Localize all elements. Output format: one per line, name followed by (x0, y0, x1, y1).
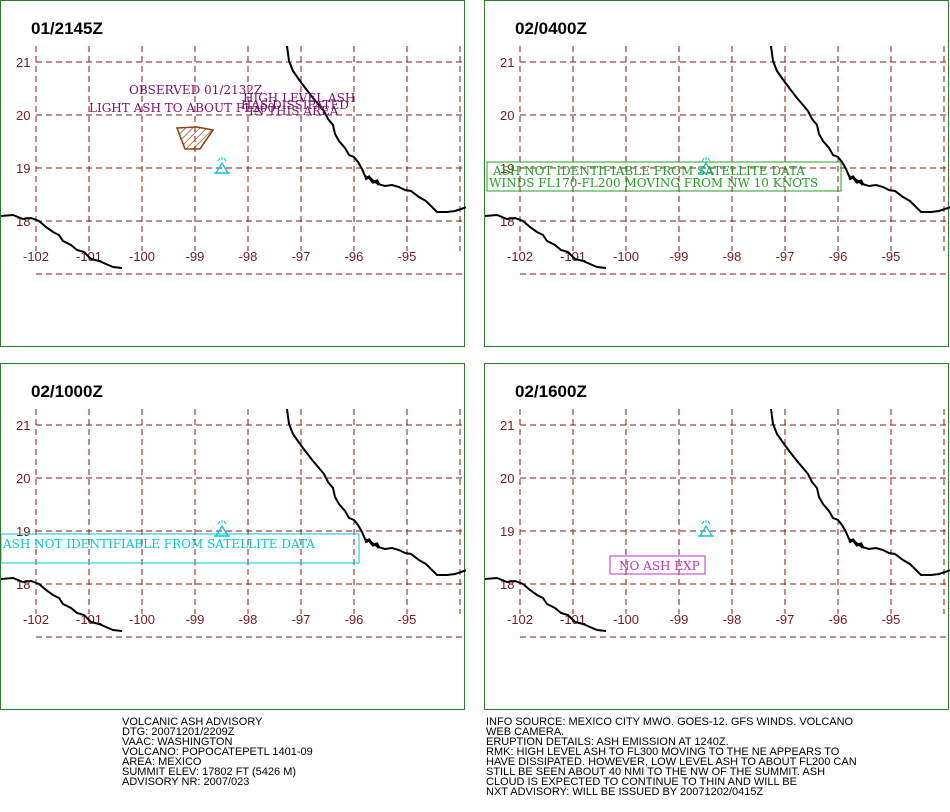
map-panel-4: 02/1600Z -102 -101 -100 -99 -98 -97 -96 -95 21 20… (484, 363, 950, 710)
advisory-line: VOLCANO: POPOCATEPETL 1401-09 (122, 746, 313, 758)
coastline (485, 45, 950, 269)
lon-tick-label: -97 (776, 249, 795, 264)
lon-tick-label: -96 (829, 612, 848, 627)
lon-tick-label: -95 (882, 612, 901, 627)
lon-tick-label: -100 (129, 612, 155, 627)
advisory-line: ADVISORY NR: 2007/023 (122, 776, 250, 788)
advisory-line: HAVE DISSIPATED. HOWEVER, LOW LEVEL ASH … (486, 756, 857, 768)
coastline-detail (364, 175, 381, 186)
lon-tick-label: -102 (23, 249, 49, 264)
lon-tick-label: -99 (186, 612, 205, 627)
lon-tick-label: -98 (723, 612, 742, 627)
lon-tick-label: -98 (239, 612, 258, 627)
annotation-box (609, 555, 706, 575)
not-identifiable-label: ASH NOT IDENTIFIABLE FROM SATELLITE DATA (492, 164, 805, 178)
lon-tick-label: -99 (670, 612, 689, 627)
high-level-label: HIGH LEVEL ASH (243, 91, 355, 105)
lon-tick-label: -95 (882, 249, 901, 264)
coastline (485, 408, 950, 632)
coastline (1, 408, 466, 632)
advisory-line: AREA: MEXICO (122, 756, 202, 768)
ash-polygon (175, 126, 215, 150)
volcano-icon (214, 520, 230, 537)
advisory-line: INFO SOURCE: MEXICO CITY MWO. GOES-12. G… (486, 716, 854, 728)
lat-tick-label: 20 (16, 471, 30, 486)
map-panel-2: 02/0400Z -102 -101 -100 -99 -98 -97 -96 -95 21 20… (484, 0, 950, 347)
winds-label: WINDS FL170-FL200 MOVING FROM NW 10 KNOT… (489, 176, 818, 190)
coastline-detail (364, 538, 381, 549)
lon-tick-label: -97 (776, 612, 795, 627)
lon-tick-label: -99 (186, 249, 205, 264)
volcano-icon (214, 157, 230, 174)
lat-tick-label: 19 (500, 161, 514, 176)
lon-tick-label: -97 (292, 612, 311, 627)
advisory-right: INFO SOURCE: MEXICO CITY MWO. GOES-12. G… (486, 716, 857, 798)
advisory-line: ERUPTION DETAILS: ASH EMISSION AT 1240Z. (486, 736, 729, 748)
lon-tick-label: -95 (398, 612, 417, 627)
lat-tick-label: 19 (16, 161, 30, 176)
map-panel-1: 01/2145Z -102 -101 -100 -99 -98 -97 -96 -95 21 20… (0, 0, 466, 347)
lon-tick-label: -102 (507, 612, 533, 627)
area-label: IN THIS AREA (249, 104, 339, 118)
lon-tick-label: -96 (345, 612, 364, 627)
lon-tick-label: -96 (829, 249, 848, 264)
volcano-icon (698, 520, 714, 537)
obs-label: OBSERVED 01/2132Z (129, 83, 262, 97)
lon-tick-label: -97 (292, 249, 311, 264)
lon-tick-label: -100 (129, 249, 155, 264)
lat-tick-label: 21 (500, 55, 514, 70)
light-ash-label: LIGHT ASH TO ABOUT FL200 (89, 101, 275, 115)
advisory-line: DTG: 20071201/2209Z (122, 726, 235, 738)
lon-tick-label: -98 (239, 249, 258, 264)
lon-tick-label: -102 (23, 612, 49, 627)
lon-tick-label: -95 (398, 249, 417, 264)
lat-tick-label: 20 (16, 108, 30, 123)
panel-title: 02/0400Z (515, 19, 587, 38)
lon-tick-label: -99 (670, 249, 689, 264)
advisory-line: CLOUD IS EXPECTED TO CONTINUE TO THIN AN… (486, 776, 797, 788)
lat-tick-label: 21 (16, 418, 30, 433)
annotation-box (486, 161, 842, 192)
lat-tick-label: 20 (500, 471, 514, 486)
not-identifiable-label: ASH NOT IDENTIFIABLE FROM SATELLITE DATA (2, 537, 315, 551)
volcano-icon (698, 157, 714, 174)
coastline (1, 45, 466, 269)
advisory-line: WEB CAMERA. (486, 726, 565, 738)
lat-tick-label: 21 (500, 418, 514, 433)
panel-title: 02/1000Z (31, 382, 103, 401)
annotation-box (1, 533, 360, 564)
lon-tick-label: -96 (345, 249, 364, 264)
advisory-line: VAAC: WASHINGTON (122, 736, 233, 748)
coastline-detail (848, 538, 865, 549)
advisory-line: NXT ADVISORY: WILL BE ISSUED BY 20071202… (486, 786, 764, 798)
advisory-line: RMK: HIGH LEVEL ASH TO FL300 MOVING TO T… (486, 746, 840, 758)
no-ash-label: NO ASH EXP (619, 559, 700, 573)
lon-tick-label: -100 (613, 249, 639, 264)
lat-tick-label: 19 (16, 524, 30, 539)
lon-tick-label: -98 (723, 249, 742, 264)
map-panel-3: 02/1000Z -102 -101 -100 -99 -98 -97 -96 -95 21 20… (0, 363, 466, 710)
advisory-line: STILL BE SEEN ABOUT 40 NMI TO THE NW OF … (486, 766, 826, 778)
panel-title: 01/2145Z (31, 19, 103, 38)
lat-tick-label: 20 (500, 108, 514, 123)
lon-tick-label: -100 (613, 612, 639, 627)
lat-tick-label: 19 (500, 524, 514, 539)
coastline-detail (848, 175, 865, 186)
advisory-line: VOLCANIC ASH ADVISORY (122, 716, 263, 728)
dissipated-label: HAS DISSIPATED (241, 98, 349, 112)
advisory-left: VOLCANIC ASH ADVISORY DTG: 20071201/2209… (122, 716, 313, 788)
panel-title: 02/1600Z (515, 382, 587, 401)
advisory-line: SUMMIT ELEV: 17802 FT (5426 M) (122, 766, 297, 778)
lat-tick-label: 21 (16, 55, 30, 70)
lon-tick-label: -102 (507, 249, 533, 264)
